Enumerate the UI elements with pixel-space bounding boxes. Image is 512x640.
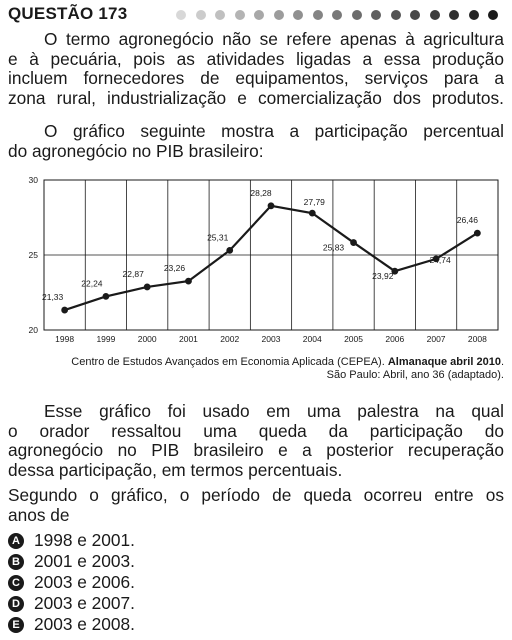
decorative-dot (254, 10, 264, 20)
option-letter-badge: A (8, 532, 24, 549)
x-tick-label: 2006 (385, 334, 404, 344)
option-text: 2003 e 2006. (34, 572, 135, 592)
data-point (473, 229, 481, 237)
x-tick-label: 1999 (96, 334, 115, 344)
x-tick-label: 2004 (303, 334, 322, 344)
source-publication: Almanaque abril 2010 (387, 356, 501, 368)
option-letter-badge: E (8, 616, 24, 633)
question-line: agronegócio no PIB brasileiro e a poster… (8, 440, 504, 460)
source-period: . (500, 356, 504, 368)
question-header: QUESTÃO 173 (8, 2, 508, 28)
decorative-dot (273, 10, 284, 20)
decorative-dot (351, 10, 362, 20)
data-label: 25,31 (207, 232, 229, 242)
option-e[interactable]: E 2003 e 2008. (8, 614, 504, 635)
data-point (226, 246, 234, 254)
data-label: 25,83 (323, 243, 345, 253)
decorative-dot (488, 10, 498, 20)
y-tick-label: 25 (29, 250, 39, 260)
intro-line: incluem fornecedores de equipamentos, se… (8, 68, 504, 88)
decorative-dot (429, 10, 440, 20)
data-point (61, 306, 69, 314)
option-letter-badge: B (8, 553, 24, 570)
decorative-dot (332, 10, 342, 20)
data-point (391, 267, 399, 275)
y-tick-label: 30 (29, 175, 39, 185)
decorative-dot (468, 10, 479, 20)
data-label: 23,92 (372, 271, 394, 281)
option-d[interactable]: D 2003 e 2007. (8, 593, 504, 614)
source-institution: Centro de Estudos Avançados em Economia … (71, 356, 388, 368)
data-label: 28,28 (250, 188, 272, 198)
decorative-dot (215, 10, 225, 20)
x-tick-label: 2000 (138, 334, 157, 344)
intro-line: zona rural, industrialização e comercial… (8, 87, 504, 108)
data-point (102, 293, 110, 300)
source-line-2: São Paulo: Abril, ano 36 (adaptado). (326, 369, 504, 381)
decorative-dot (195, 10, 206, 20)
option-a[interactable]: A 1998 e 2001. (8, 530, 504, 551)
decorative-dot (293, 10, 303, 20)
data-label: 27,79 (304, 197, 326, 207)
option-b[interactable]: B 2001 e 2003. (8, 551, 504, 572)
x-tick-label: 1998 (55, 334, 74, 344)
data-point (350, 239, 357, 246)
data-label: 26,46 (457, 215, 479, 225)
option-text: 2003 e 2007. (34, 593, 135, 613)
data-label: 22,24 (81, 278, 103, 288)
intro-paragraph: O termo agronegócio não se refere apenas… (8, 29, 504, 108)
option-letter-badge: C (8, 574, 24, 591)
intro-line: e à pecuária, pois as atividades ligadas… (8, 48, 504, 69)
x-tick-label: 2003 (262, 334, 281, 344)
data-label: 22,87 (123, 269, 145, 279)
option-text: 2001 e 2003. (34, 551, 135, 571)
intro-line: O termo agronegócio não se refere apenas… (44, 29, 504, 49)
source-citation: Centro de Estudos Avançados em Economia … (8, 356, 504, 382)
data-label: 24,74 (429, 255, 451, 265)
decorative-dot (312, 10, 323, 20)
option-c[interactable]: C 2003 e 2006. (8, 572, 504, 593)
data-point (308, 209, 316, 217)
data-point (143, 283, 151, 291)
x-tick-label: 2007 (427, 334, 446, 344)
data-label: 23,26 (164, 263, 186, 273)
chart-intro-paragraph: O gráfico seguinte mostra a participação… (8, 121, 504, 161)
line-chart: 20 25 30 1998 1999 2000 2001 2002 2003 2004 2005 20… (8, 172, 504, 354)
prompt-paragraph: Segundo o gráfico, o período de queda oc… (8, 485, 504, 525)
question-number: QUESTÃO 173 (8, 4, 128, 23)
option-text: 2003 e 2008. (34, 614, 135, 634)
decorative-dot (371, 10, 381, 20)
decorative-dot (449, 10, 459, 20)
option-text: 1998 e 2001. (34, 530, 135, 550)
question-paragraph: Esse gráfico foi usado em uma palestra n… (8, 401, 504, 480)
chart-intro-line: do agronegócio no PIB brasileiro: (8, 140, 264, 161)
option-letter-badge: D (8, 595, 24, 612)
prompt-line: Segundo o gráfico, o período de queda oc… (8, 485, 504, 505)
question-line: dessa participação, em termos percentuai… (8, 459, 343, 480)
source-line-1: Centro de Estudos Avançados em Economia … (8, 356, 504, 369)
y-tick-label: 20 (29, 325, 39, 335)
x-tick-label: 2002 (220, 334, 239, 344)
decorative-dot (390, 10, 401, 20)
answer-options: A 1998 e 2001. B 2001 e 2003. C 2003 e 2… (8, 530, 504, 635)
prompt-line: anos de (8, 504, 70, 525)
chart-intro-line: O gráfico seguinte mostra a participação… (44, 121, 504, 141)
question-line: Esse gráfico foi usado em uma palestra n… (44, 401, 504, 421)
x-tick-label: 2005 (344, 334, 363, 344)
decorative-dot (176, 10, 186, 20)
x-tick-label: 2008 (468, 334, 487, 344)
x-tick-label: 2001 (179, 334, 198, 344)
chart-svg: 20 25 30 1998 1999 2000 2001 2002 2003 2004 2005 20… (29, 175, 499, 344)
question-line: o orador ressaltou uma queda da particip… (8, 420, 504, 441)
data-point (185, 277, 192, 285)
decorative-dot (234, 10, 245, 20)
data-point (432, 255, 440, 263)
data-point (267, 202, 275, 210)
decorative-dot (410, 10, 420, 20)
data-label: 21,33 (42, 292, 64, 302)
